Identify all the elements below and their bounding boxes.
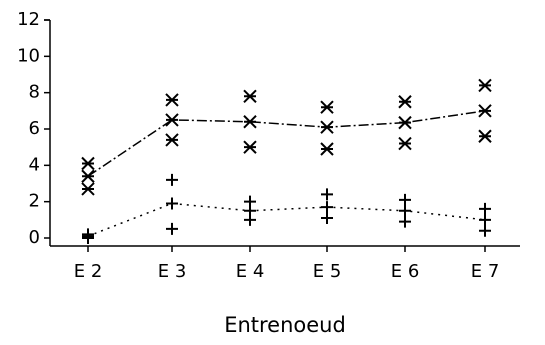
marker — [321, 201, 333, 214]
marker — [244, 213, 256, 226]
marker — [398, 136, 412, 151]
y-tick-label: 4 — [29, 154, 40, 175]
marker — [165, 133, 179, 147]
x-tick-label: E 4 — [236, 261, 265, 282]
marker — [479, 213, 491, 226]
series-line — [87, 202, 486, 237]
marker — [244, 195, 256, 208]
marker — [166, 222, 178, 235]
y-tick-label: 2 — [29, 191, 40, 212]
marker — [399, 215, 411, 228]
series-line — [87, 110, 486, 177]
marker — [321, 188, 333, 201]
marker — [243, 140, 257, 154]
marker — [243, 89, 257, 104]
marker — [81, 156, 95, 171]
marker — [398, 95, 412, 109]
marker — [399, 204, 411, 217]
marker — [320, 100, 334, 114]
y-tick-label: 6 — [29, 118, 40, 139]
marker — [479, 202, 491, 215]
marker — [243, 115, 257, 129]
marker — [166, 197, 178, 210]
marker — [81, 182, 95, 196]
marker — [399, 193, 411, 206]
marker — [478, 104, 492, 118]
marker — [398, 115, 412, 130]
marker — [165, 93, 179, 107]
y-tick-label: 0 — [29, 227, 40, 248]
marker — [321, 212, 333, 225]
marker — [320, 142, 334, 156]
marker — [478, 129, 492, 143]
x-tick-label: E 5 — [313, 261, 342, 282]
marker — [166, 173, 178, 186]
y-axis — [44, 19, 51, 246]
y-tick-label: 8 — [29, 82, 40, 103]
x-tick-label: E 2 — [74, 261, 103, 282]
marker — [81, 169, 95, 183]
marker — [320, 120, 334, 134]
x-tick-label: E 3 — [158, 261, 187, 282]
x-tick-label: E 7 — [471, 261, 500, 282]
y-tick-label: 12 — [17, 9, 40, 30]
marker — [165, 113, 179, 127]
marker — [478, 78, 492, 93]
x-axis-title: Entrenoeud — [224, 313, 346, 337]
x-tick-label: E 6 — [391, 261, 420, 282]
marker — [479, 224, 491, 237]
y-tick-label: 10 — [17, 45, 40, 66]
marker — [82, 232, 94, 244]
